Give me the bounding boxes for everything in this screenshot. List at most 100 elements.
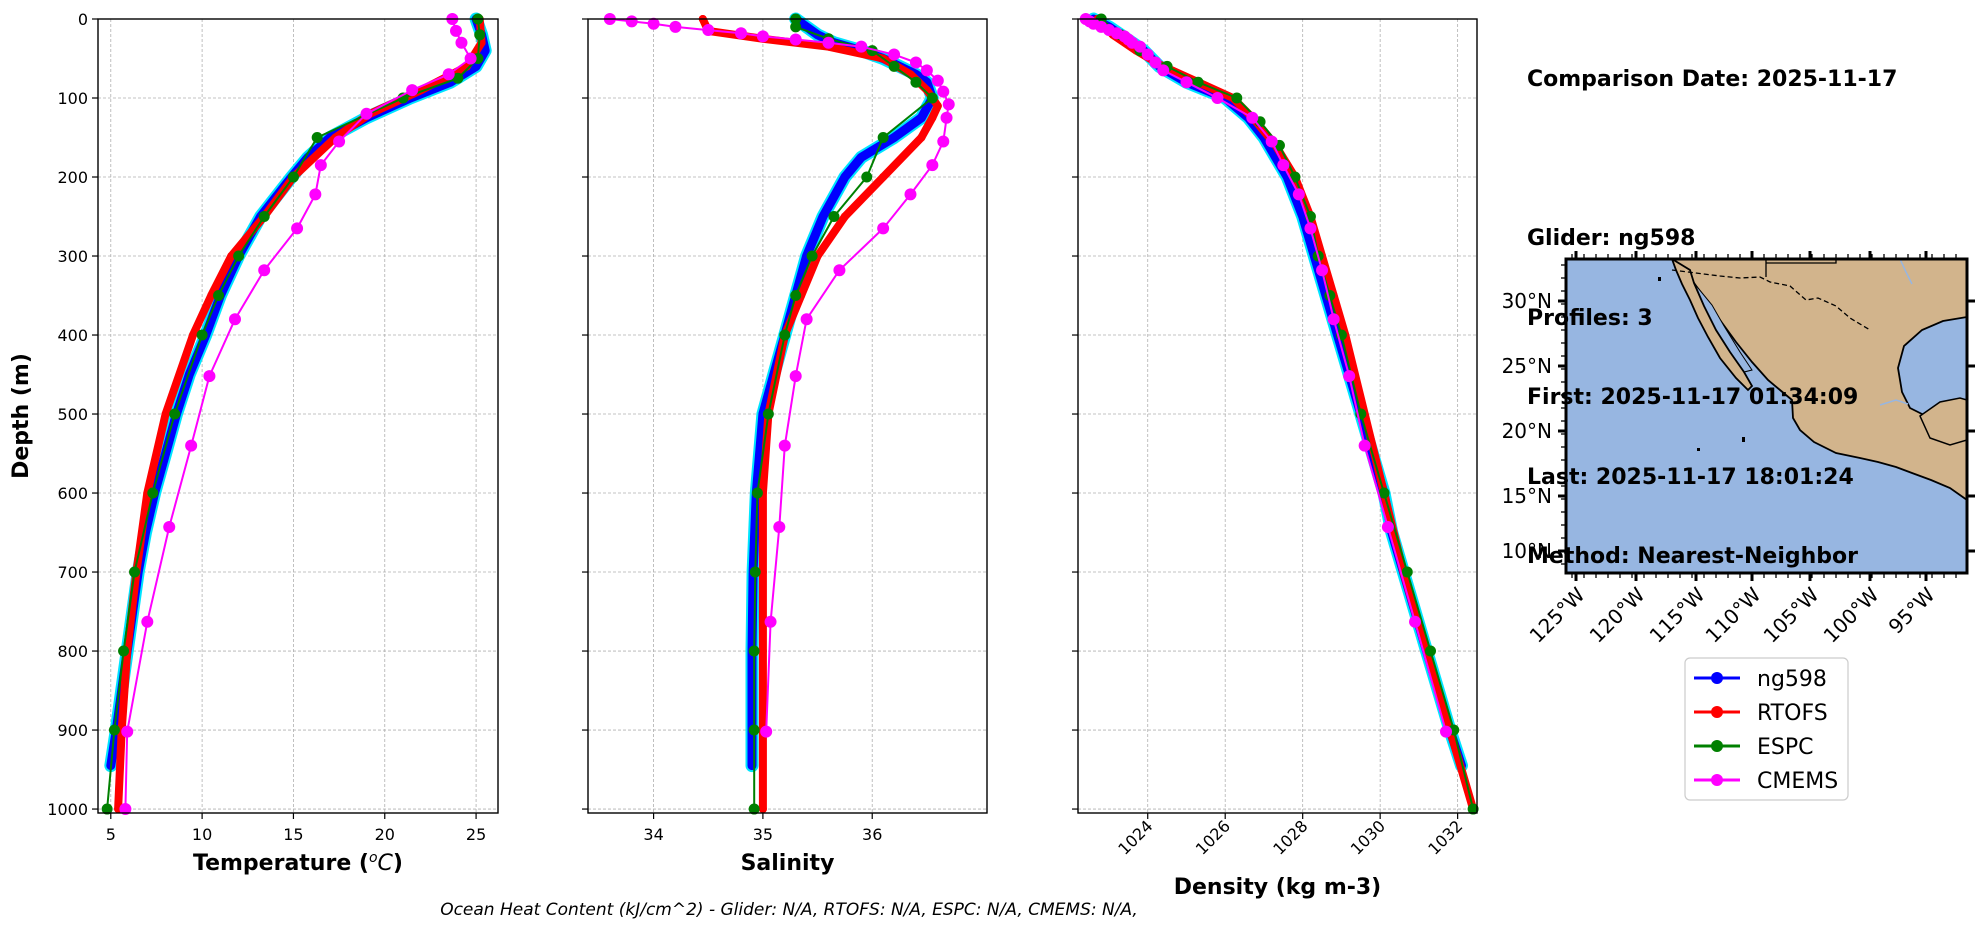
data-point-rtofs — [227, 252, 236, 261]
series-line-espc — [1100, 18, 1475, 810]
info-blank — [1527, 147, 1897, 174]
data-point-cmems — [1180, 76, 1193, 89]
data-point-cmems — [314, 159, 327, 172]
map-ticks — [1558, 251, 1975, 581]
data-point-cmems — [931, 74, 944, 87]
data-point-rtofs — [758, 568, 767, 577]
data-point-espc — [1192, 76, 1204, 88]
data-point-cmems — [926, 159, 939, 172]
legend-marker-rtofs — [1711, 706, 1723, 718]
data-point-rtofs — [207, 291, 216, 300]
map-lat-label: 30°N — [1502, 289, 1552, 313]
data-point-cmems — [464, 52, 477, 65]
data-point-cmems — [442, 68, 455, 81]
data-point-rtofs — [161, 410, 170, 419]
y-tick-label: 200 — [57, 168, 88, 187]
y-tick-label: 700 — [57, 563, 88, 582]
data-point-cmems — [1211, 92, 1224, 105]
y-axis-label: Depth (m) — [9, 353, 34, 479]
map-border — [1671, 269, 1871, 331]
data-point-espc — [196, 329, 208, 341]
data-point-cmems — [937, 85, 950, 98]
data-point-espc — [101, 803, 113, 815]
data-point-cmems — [309, 188, 322, 201]
data-point-espc — [888, 60, 900, 72]
data-point-cmems — [1141, 48, 1154, 61]
y-tick-label: 800 — [57, 642, 88, 661]
data-point-cmems — [291, 222, 304, 235]
data-point-rtofs — [928, 113, 937, 122]
data-point-cmems — [1343, 370, 1356, 383]
map-lat-label: 20°N — [1502, 419, 1552, 443]
data-point-espc — [1231, 92, 1243, 104]
x-tick-label: 1032 — [1424, 816, 1466, 858]
data-point-rtofs — [188, 331, 197, 340]
x-tick-label: 35 — [753, 825, 773, 844]
data-point-ng598 — [481, 46, 490, 55]
data-point-cmems — [778, 439, 791, 452]
data-point-rtofs — [840, 212, 849, 221]
data-point-cmems — [1358, 439, 1371, 452]
data-point-cmems — [773, 521, 786, 534]
data-point-cmems — [735, 27, 748, 40]
data-point-cmems — [449, 24, 462, 37]
data-point-espc — [861, 171, 873, 183]
data-point-ng598 — [840, 173, 849, 182]
x-tick-label: 1028 — [1269, 816, 1311, 858]
data-point-cmems — [1327, 313, 1340, 326]
data-point-espc — [1289, 171, 1301, 183]
x-tick-label: 25 — [466, 825, 486, 844]
data-point-ng598 — [857, 153, 866, 162]
map-island — [1742, 437, 1745, 442]
data-point-espc — [118, 645, 130, 657]
x-axis-label: Temperature (oC) — [193, 850, 403, 876]
data-point-espc — [1401, 566, 1413, 578]
data-point-cmems — [1316, 264, 1329, 277]
data-point-cmems — [1409, 615, 1422, 628]
data-point-espc — [129, 566, 141, 578]
data-point-ng598 — [802, 22, 811, 31]
series-line-ng598 — [106, 14, 490, 771]
data-point-cmems — [228, 313, 241, 326]
data-point-espc — [828, 211, 840, 223]
data-point-espc — [779, 329, 791, 341]
data-point-cmems — [141, 615, 154, 628]
legend-marker-ng598 — [1711, 672, 1723, 684]
axes-frame — [587, 18, 988, 814]
data-point-espc — [748, 803, 760, 815]
data-point-rtofs — [758, 805, 767, 814]
location-map: 30°N25°N20°N15°N10°N 125°W120°W115°W110°… — [1502, 251, 1975, 648]
data-point-espc — [790, 21, 802, 33]
info-profiles: Profiles: 3 — [1527, 305, 1653, 331]
data-point-rtofs — [933, 101, 942, 110]
data-point-espc — [452, 72, 464, 84]
legend-label-espc: ESPC — [1757, 735, 1814, 760]
data-point-rtofs — [879, 173, 888, 182]
data-point-espc — [762, 408, 774, 420]
data-point-espc — [748, 724, 760, 736]
map-island — [1697, 448, 1700, 451]
data-point-espc — [926, 92, 938, 104]
x-tick-label: 5 — [106, 825, 116, 844]
data-point-cmems — [920, 64, 933, 77]
data-point-cmems — [789, 33, 802, 46]
x-axis-label: Salinity — [741, 851, 835, 876]
map-island — [1758, 546, 1760, 548]
x-tick-label: 36 — [862, 825, 882, 844]
data-point-cmems — [833, 264, 846, 277]
data-point-cmems — [877, 222, 890, 235]
data-point-ng598 — [890, 133, 899, 142]
data-point-ng598 — [472, 62, 481, 71]
salinity-panel: 34 35 36 Salinity — [582, 12, 988, 876]
series-line-cmems — [608, 18, 950, 733]
data-point-cmems — [702, 24, 715, 37]
map-lat-label: 25°N — [1502, 354, 1552, 378]
x-tick-label: 15 — [283, 825, 303, 844]
legend-label-cmems: CMEMS — [1757, 769, 1838, 794]
data-point-rtofs — [917, 133, 926, 142]
data-point-cmems — [455, 36, 468, 49]
data-point-ng598 — [819, 212, 828, 221]
info-block: Comparison Date: 2025-11-17 Glider: ng59… — [1527, 14, 1897, 597]
data-point-cmems — [1149, 56, 1162, 69]
